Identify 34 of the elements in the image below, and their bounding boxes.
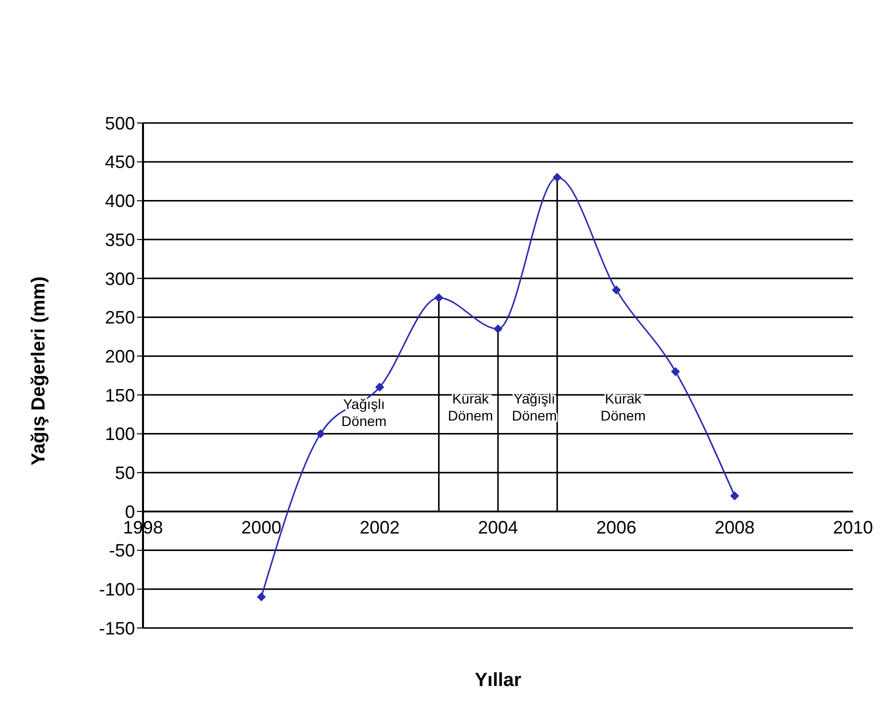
y-tick-label: 500	[104, 113, 135, 134]
point	[671, 367, 680, 376]
point	[730, 491, 740, 500]
y-tick-label: 350	[104, 230, 135, 250]
y-axis-title: Yağış Değerleri (mm)	[28, 276, 50, 466]
point	[316, 429, 325, 438]
point	[375, 382, 384, 392]
y-tick-label: -150	[98, 618, 135, 638]
annotation: Kurak Dönem	[600, 390, 646, 424]
x-tick-label: 2002	[360, 517, 400, 538]
point	[552, 172, 562, 182]
x-tick-label: 2000	[241, 517, 282, 538]
y-tick-label: 250	[104, 308, 135, 328]
y-tick-label: 400	[104, 191, 135, 212]
point	[494, 324, 502, 334]
y-tick-label: 300	[104, 268, 135, 289]
y-tick-label: 50	[114, 463, 135, 484]
annotation: Yağışlı Dönem	[512, 390, 557, 424]
y-tick-label: 150	[104, 385, 135, 406]
point	[434, 293, 444, 302]
y-tick-label: 100	[104, 424, 135, 444]
annotation: Kurak Dönem	[448, 390, 494, 424]
point	[256, 592, 266, 602]
x-tick-label: 2008	[714, 517, 755, 538]
x-tick-label: 2004	[478, 517, 518, 538]
point	[612, 286, 621, 295]
x-tick-label: 2010	[832, 517, 874, 538]
y-tick-label: -100	[98, 580, 135, 600]
y-tick-label: 450	[104, 152, 135, 172]
y-tick-label: 200	[104, 346, 135, 366]
y-tick-label: -50	[108, 540, 135, 561]
y-tick-label: 0	[124, 502, 135, 522]
x-tick-label: 2006	[596, 517, 636, 538]
x-axis-title: Yıllar	[474, 670, 522, 691]
